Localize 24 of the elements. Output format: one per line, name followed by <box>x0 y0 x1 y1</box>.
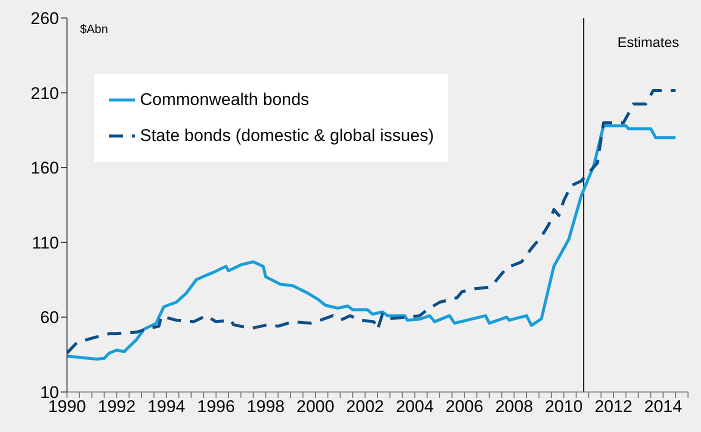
x-tick-label: 1996 <box>197 397 235 416</box>
x-tick-label: 1994 <box>147 397 186 416</box>
y-tick-label: 60 <box>40 308 59 328</box>
x-tick-label: 2010 <box>544 397 583 416</box>
y-tick-label: 110 <box>32 233 59 252</box>
y-axis-title: $Abn <box>80 22 108 36</box>
annotation: Estimates <box>618 34 679 50</box>
y-tick-label: 160 <box>30 158 59 178</box>
x-tick-label: 2014 <box>644 397 682 416</box>
line-series <box>67 124 678 361</box>
y-tick-label: 210 <box>30 84 59 103</box>
y-tick-label: 260 <box>30 9 59 28</box>
line-series <box>67 89 678 355</box>
x-tick-label: 2004 <box>396 397 434 416</box>
x-tick-label: 2000 <box>296 397 334 416</box>
x-tick-label: 1998 <box>246 397 285 416</box>
x-tick-label: 2008 <box>495 397 534 416</box>
x-tick-label: 1990 <box>48 397 86 416</box>
legend-label: Commonwealth bonds <box>140 89 310 111</box>
x-tick-label: 2012 <box>594 397 632 416</box>
x-tick-label: 2006 <box>446 397 484 416</box>
x-tick-label: 2002 <box>346 397 384 416</box>
x-tick-label: 1992 <box>98 397 136 416</box>
legend-label: State bonds (domestic & global issues) <box>140 125 434 147</box>
